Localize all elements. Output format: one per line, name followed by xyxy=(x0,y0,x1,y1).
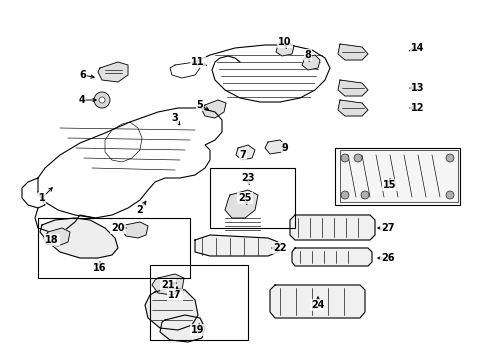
Text: 1: 1 xyxy=(39,193,45,203)
Text: 12: 12 xyxy=(410,103,424,113)
Polygon shape xyxy=(337,44,367,60)
Text: 23: 23 xyxy=(241,173,254,183)
Polygon shape xyxy=(264,140,285,154)
Text: 21: 21 xyxy=(161,280,174,290)
Bar xyxy=(38,218,190,278)
Circle shape xyxy=(353,154,361,162)
Polygon shape xyxy=(236,145,254,160)
Polygon shape xyxy=(44,228,70,246)
Polygon shape xyxy=(291,248,371,266)
Text: 24: 24 xyxy=(311,300,324,310)
Polygon shape xyxy=(337,80,367,96)
Text: 26: 26 xyxy=(381,253,394,263)
Polygon shape xyxy=(40,218,118,258)
Text: 3: 3 xyxy=(171,113,178,123)
Text: 2: 2 xyxy=(136,205,143,215)
Text: 17: 17 xyxy=(168,290,182,300)
Circle shape xyxy=(445,191,453,199)
Text: 7: 7 xyxy=(239,150,246,160)
Polygon shape xyxy=(302,55,319,70)
Text: 14: 14 xyxy=(410,43,424,53)
Text: 5: 5 xyxy=(196,100,203,110)
Bar xyxy=(209,168,294,228)
Text: 4: 4 xyxy=(79,95,85,105)
Text: 19: 19 xyxy=(191,325,204,335)
Text: 15: 15 xyxy=(383,180,396,190)
Circle shape xyxy=(99,97,105,103)
Circle shape xyxy=(445,154,453,162)
Circle shape xyxy=(340,154,348,162)
Bar xyxy=(339,150,457,202)
Polygon shape xyxy=(145,288,198,330)
Polygon shape xyxy=(337,100,367,116)
Polygon shape xyxy=(289,215,374,240)
Bar xyxy=(334,148,459,205)
Text: 11: 11 xyxy=(191,57,204,67)
Text: 22: 22 xyxy=(273,243,286,253)
Circle shape xyxy=(340,191,348,199)
Text: 18: 18 xyxy=(45,235,59,245)
Text: 13: 13 xyxy=(410,83,424,93)
Text: 6: 6 xyxy=(80,70,86,80)
Circle shape xyxy=(360,191,368,199)
Polygon shape xyxy=(195,235,278,256)
Polygon shape xyxy=(202,100,225,118)
Polygon shape xyxy=(275,42,293,56)
Polygon shape xyxy=(269,285,364,318)
Text: 27: 27 xyxy=(381,223,394,233)
Text: 8: 8 xyxy=(304,50,311,60)
Text: 20: 20 xyxy=(111,223,124,233)
Polygon shape xyxy=(224,190,258,218)
Text: 10: 10 xyxy=(278,37,291,47)
Polygon shape xyxy=(152,274,183,295)
Text: 25: 25 xyxy=(238,193,251,203)
Bar xyxy=(150,265,247,340)
Circle shape xyxy=(94,92,110,108)
Polygon shape xyxy=(98,62,128,82)
Text: 16: 16 xyxy=(93,263,106,273)
Polygon shape xyxy=(160,315,204,342)
Text: 9: 9 xyxy=(281,143,288,153)
Polygon shape xyxy=(122,222,148,238)
